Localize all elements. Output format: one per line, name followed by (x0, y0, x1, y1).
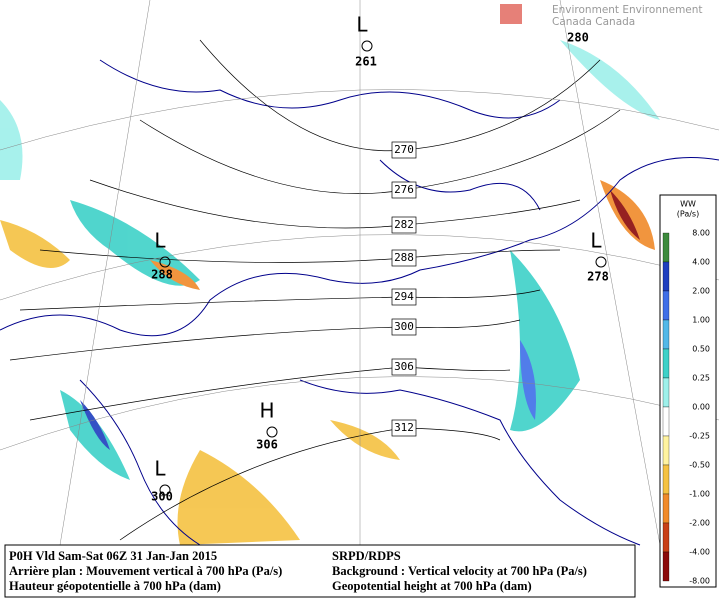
center-symbol: L (154, 457, 166, 481)
contour-label-box (391, 358, 417, 376)
legend-swatch (662, 406, 670, 437)
contour-label-box (391, 288, 417, 306)
center-symbol: L (154, 229, 166, 253)
center-value: 280 (567, 31, 589, 45)
center-marker (266, 426, 278, 438)
center-marker (159, 256, 171, 268)
contour-label-box (391, 249, 417, 267)
legend-swatch (662, 348, 670, 379)
legend-label: -1.00 (689, 490, 710, 499)
contour-label: 282 (394, 218, 414, 231)
center-value: 278 (587, 270, 609, 284)
center-symbol: L (590, 229, 602, 253)
footer-text: Background : Vertical velocity at 700 hP… (332, 564, 587, 578)
vertical-velocity-shading (0, 40, 660, 545)
legend-swatch (662, 261, 670, 292)
legend-label: 1.00 (692, 316, 710, 325)
flag (500, 4, 522, 24)
legend-label: -4.00 (689, 548, 710, 557)
contour-label-box (391, 141, 417, 159)
graticule (0, 0, 719, 546)
contour-label: 306 (394, 360, 414, 373)
legend-swatch (662, 435, 670, 466)
legend-title: WW (680, 200, 696, 209)
contour-label: 288 (394, 251, 414, 264)
footer-box (4, 544, 636, 598)
legend-box (659, 194, 717, 588)
contour-label: 270 (394, 143, 414, 156)
legend-label: 0.25 (692, 374, 710, 383)
coastlines (0, 59, 719, 546)
legend-swatch (662, 290, 670, 321)
legend-swatch (662, 377, 670, 408)
footer-text: Arrière plan : Mouvement vertical à 700 … (9, 564, 282, 578)
contour-label-box (391, 419, 417, 437)
center-symbol: H (259, 399, 274, 423)
logo-line: Environment Environnement (552, 4, 703, 16)
legend-label: -8.00 (689, 577, 710, 586)
legend-swatch (662, 232, 670, 263)
footer-text: Geopotential height at 700 hPa (dam) (332, 579, 532, 593)
center-marker (361, 40, 373, 52)
legend-label: 4.00 (692, 258, 710, 267)
legend-label: 2.00 (692, 287, 710, 296)
center-value: 261 (355, 55, 377, 69)
contour-label: 300 (394, 320, 414, 333)
legend-swatch (662, 464, 670, 495)
legend-swatch (662, 493, 670, 524)
height-contours (9, 39, 621, 541)
legend-label: 0.00 (692, 403, 710, 412)
logo-line: Canada Canada (552, 16, 635, 28)
center-marker (159, 484, 171, 496)
contour-label-box (391, 216, 417, 234)
legend-label: 0.50 (692, 345, 710, 354)
center-value: 300 (151, 490, 173, 504)
legend-label: -2.00 (689, 519, 710, 528)
legend-label: -0.50 (689, 461, 710, 470)
legend-swatch (662, 551, 670, 582)
contour-label-box (391, 318, 417, 336)
center-value: 288 (151, 268, 173, 282)
center-symbol: L (356, 13, 368, 37)
legend-label: 8.00 (692, 229, 710, 238)
footer-text: SRPD/RDPS (332, 549, 401, 563)
contour-label-box (391, 181, 417, 199)
legend-label: -0.25 (689, 432, 710, 441)
legend-unit: (Pa/s) (677, 210, 699, 219)
footer-text: P0H Vld Sam-Sat 06Z 31 Jan-Jan 2015 (9, 549, 217, 563)
contour-label: 312 (394, 421, 414, 434)
legend-swatch (662, 522, 670, 553)
center-value: 306 (256, 438, 278, 452)
footer-text: Hauteur géopotentielle à 700 hPa (dam) (9, 579, 221, 593)
contour-label: 294 (394, 290, 414, 303)
logo: Environment Environnement Canada Canada (500, 4, 703, 28)
legend-swatch (662, 319, 670, 350)
contour-label: 276 (394, 183, 414, 196)
center-marker (595, 256, 607, 268)
